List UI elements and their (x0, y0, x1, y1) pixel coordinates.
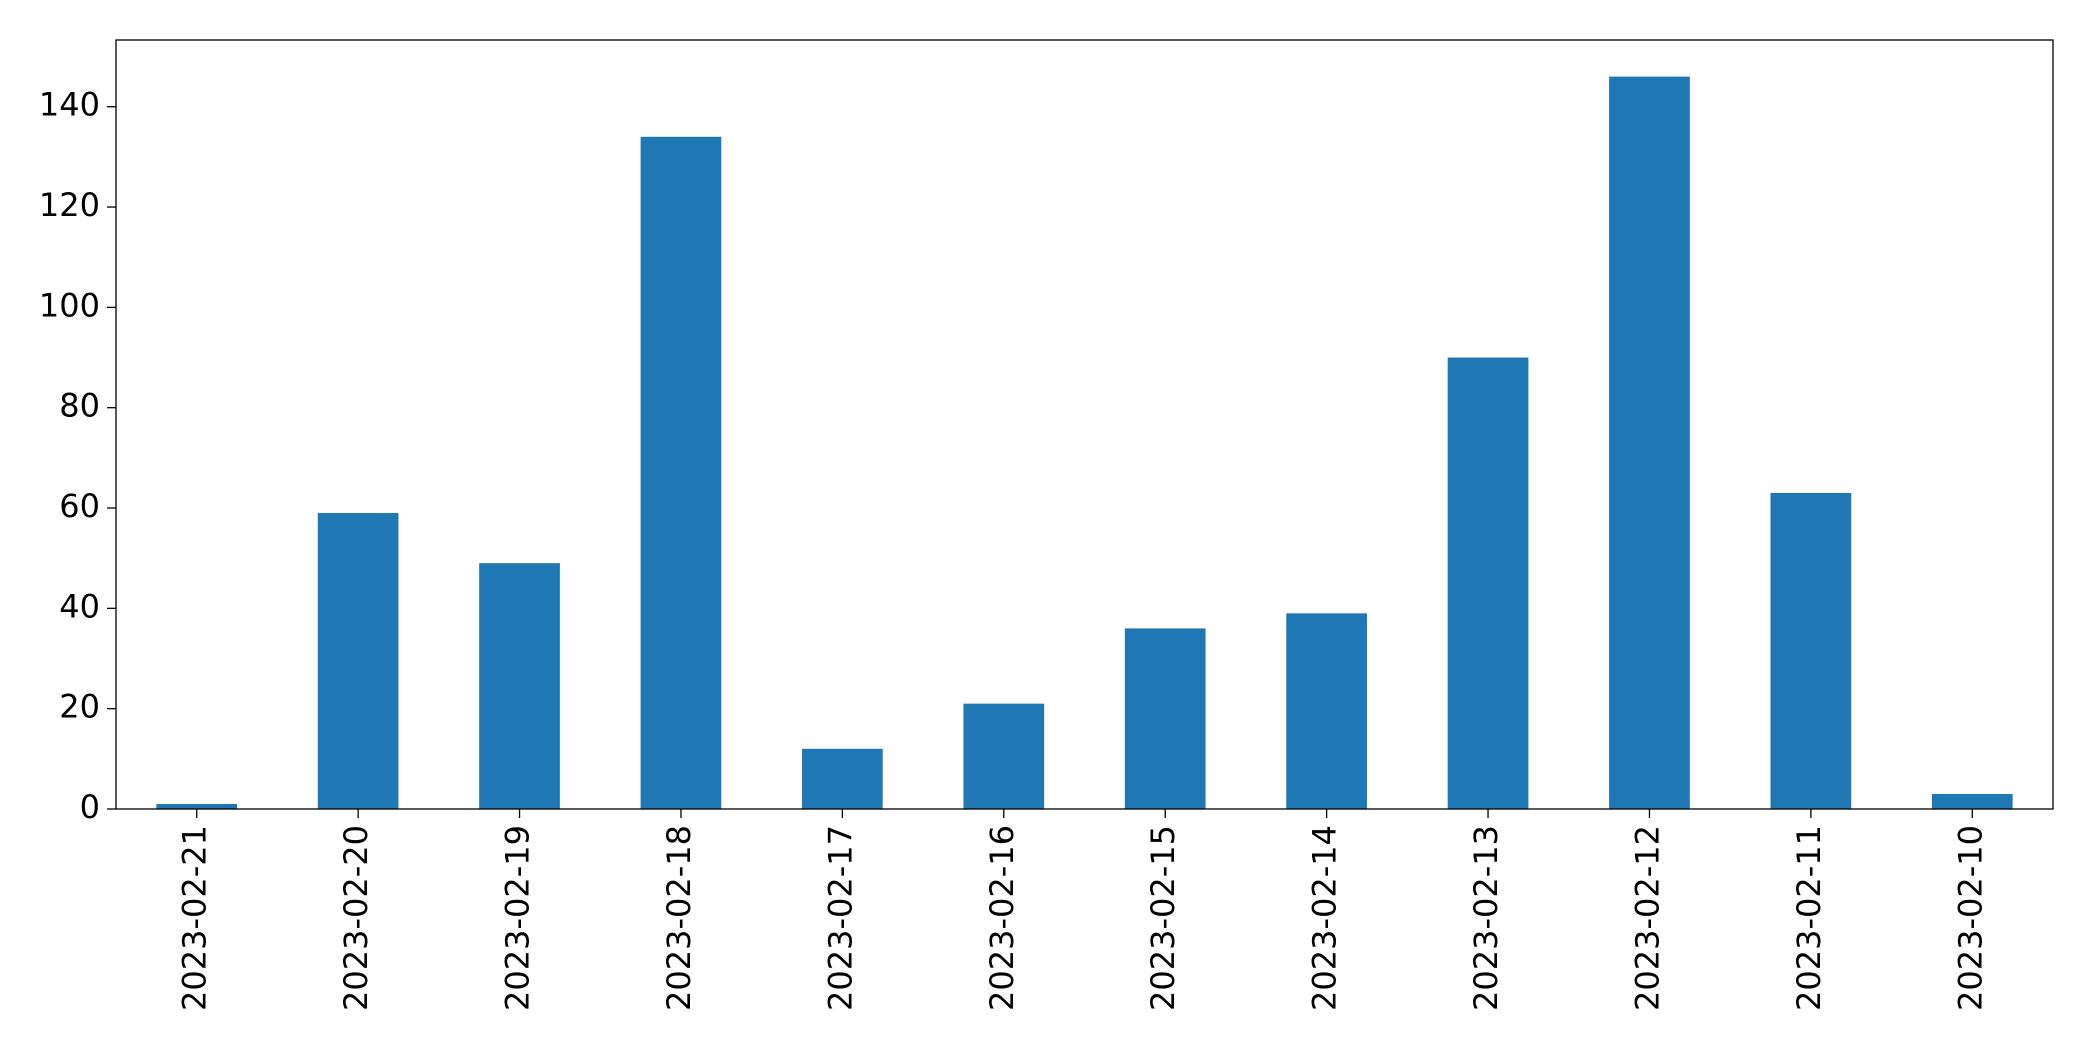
x-tick-label: 2023-02-10 (1951, 825, 1989, 1011)
bar (156, 803, 238, 809)
bar (1447, 357, 1529, 809)
x-tick-label: 2023-02-11 (1790, 825, 1828, 1011)
y-tick-label: 0 (80, 788, 100, 826)
x-tick-label: 2023-02-19 (499, 825, 537, 1011)
x-tick-label: 2023-02-18 (660, 825, 698, 1011)
x-tick-label: 2023-02-14 (1306, 825, 1344, 1011)
y-tick-label: 40 (59, 587, 100, 625)
x-tick-label: 2023-02-12 (1628, 825, 1666, 1011)
bar (640, 136, 722, 809)
y-tick-label: 80 (59, 387, 100, 425)
bar (1609, 76, 1690, 810)
x-tick-label: 2023-02-20 (337, 825, 375, 1011)
bar (317, 513, 399, 809)
bar (1286, 613, 1367, 809)
y-tick-label: 100 (39, 286, 100, 324)
x-tick-label: 2023-02-17 (821, 825, 859, 1011)
bar (479, 563, 560, 809)
y-tick-label: 120 (39, 186, 100, 224)
bar (802, 748, 883, 809)
plot-frame (115, 39, 2054, 810)
y-tick-label: 20 (59, 688, 100, 726)
bar (1931, 793, 2013, 809)
y-tick-label: 140 (39, 86, 100, 124)
x-tick-label: 2023-02-15 (1144, 825, 1182, 1011)
x-tick-label: 2023-02-13 (1467, 825, 1505, 1011)
bar (963, 703, 1045, 809)
x-tick-label: 2023-02-21 (176, 825, 214, 1011)
x-tick-label: 2023-02-16 (983, 825, 1021, 1011)
y-tick-label: 60 (59, 487, 100, 525)
bar (1124, 628, 1206, 809)
bar (1770, 492, 1852, 809)
